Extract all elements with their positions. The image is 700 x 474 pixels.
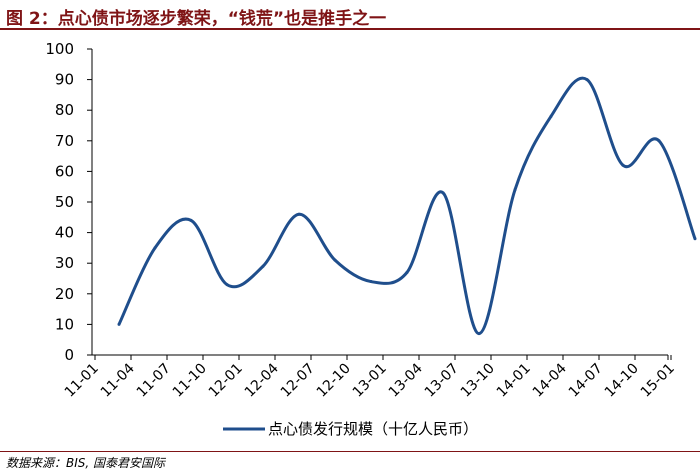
data-point (297, 212, 301, 216)
data-point (369, 280, 373, 284)
x-tick-label: 13-07 (422, 361, 462, 401)
x-tick-label: 11-04 (98, 360, 138, 400)
x-tick-label: 14-01 (494, 361, 534, 401)
data-point (585, 78, 589, 82)
x-tick-label: 11-01 (62, 361, 102, 401)
x-tick-label: 14-10 (602, 361, 642, 401)
data-point (693, 237, 697, 241)
series-line (117, 76, 697, 336)
data-source-note: 数据来源：BIS, 国泰君安国际 (6, 456, 166, 470)
chart-title: 图 2：点心债市场逐步繁荣，“钱荒”也是推手之一 (6, 9, 387, 29)
x-tick-label: 15-01 (638, 361, 678, 401)
x-tick-label: 11-07 (134, 361, 174, 401)
y-tick-label: 70 (55, 132, 74, 150)
data-point (477, 332, 481, 336)
y-tick-label: 40 (55, 224, 74, 242)
data-point (189, 218, 193, 222)
x-tick-label: 12-10 (314, 361, 354, 401)
source-divider (0, 451, 700, 452)
data-point (513, 188, 517, 192)
x-tick-label: 14-04 (530, 360, 570, 400)
data-point (333, 258, 337, 262)
data-point (549, 114, 553, 118)
line-chart: 0 10 20 30 40 50 60 70 80 90 100 11-0111-0411-0711-… (45, 40, 697, 438)
x-tick-label: 14-07 (566, 361, 606, 401)
data-point (261, 264, 265, 268)
y-tick-label: 60 (55, 162, 74, 180)
legend-label: 点心债发行规模（十亿人民币） (268, 420, 478, 438)
y-tick-label: 0 (64, 346, 74, 364)
x-tick-label: 13-04 (386, 360, 426, 400)
data-point (621, 163, 625, 167)
y-tick-label: 20 (55, 285, 74, 303)
y-tick-label: 90 (55, 71, 74, 89)
y-tick-label: 30 (55, 254, 74, 272)
x-tick-label: 12-07 (278, 361, 318, 401)
data-point (405, 270, 409, 274)
data-point (153, 246, 157, 250)
x-tick-label: 13-10 (458, 361, 498, 401)
x-tick-label: 11-10 (170, 361, 210, 401)
x-tick-label: 12-01 (206, 361, 246, 401)
data-point (117, 322, 121, 326)
x-tick-label: 12-04 (242, 360, 282, 400)
data-point (441, 191, 445, 195)
x-tick-label: 13-01 (350, 361, 390, 401)
y-tick-label: 50 (55, 193, 74, 211)
y-tick-label: 100 (45, 40, 74, 58)
data-point (225, 283, 229, 287)
y-tick-label: 80 (55, 101, 74, 119)
y-tick-label: 10 (55, 315, 74, 333)
data-point (657, 139, 661, 143)
title-bar: 图 2：点心债市场逐步繁荣，“钱荒”也是推手之一 (0, 0, 700, 30)
